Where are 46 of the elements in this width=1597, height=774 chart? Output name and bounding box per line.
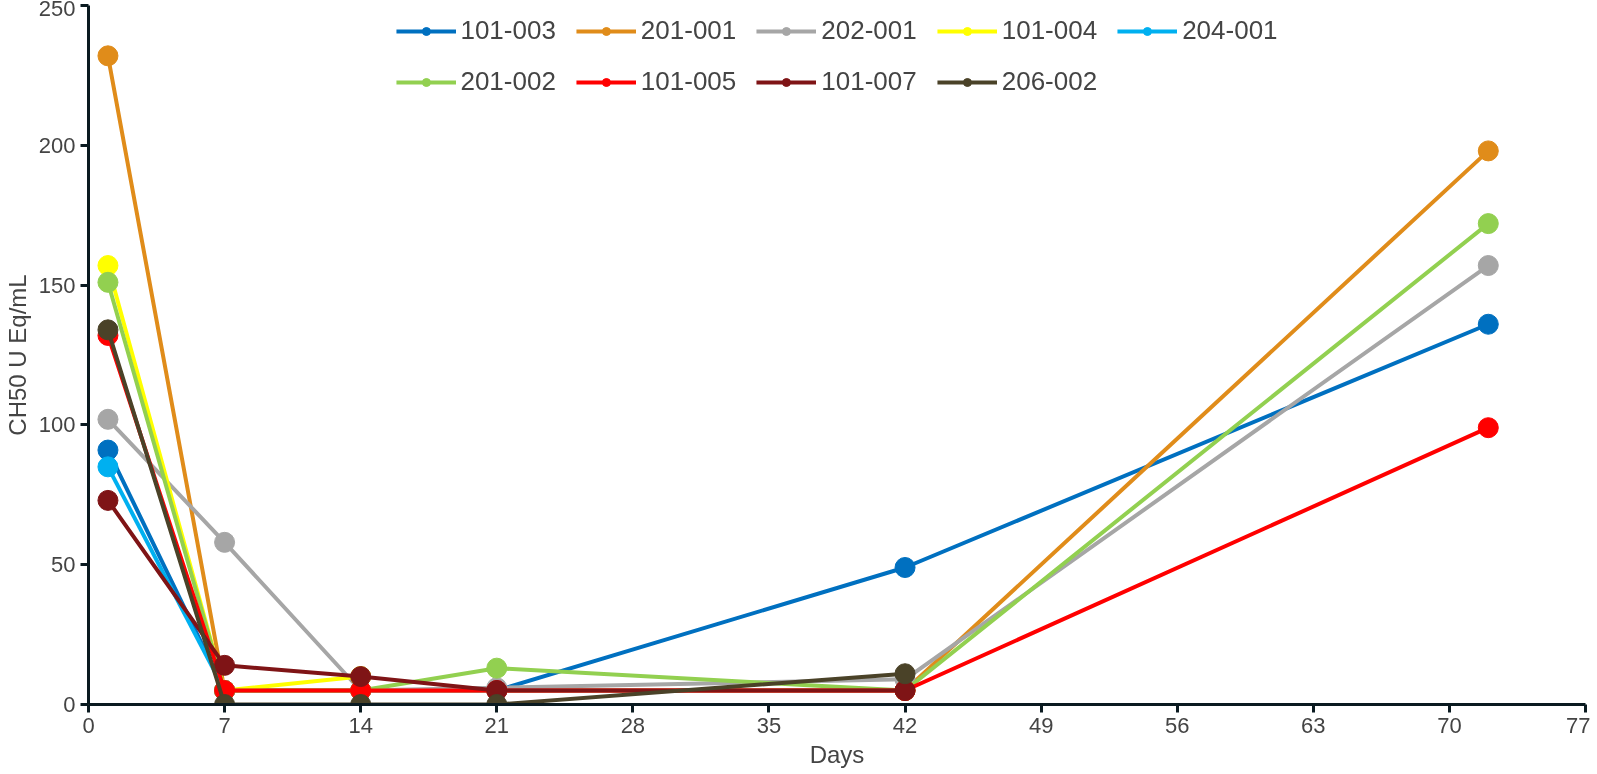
legend-label: 101-007	[821, 66, 917, 97]
x-tick-label: 0	[82, 712, 95, 738]
point	[97, 456, 119, 478]
point	[97, 489, 119, 511]
point	[97, 319, 119, 341]
point	[1477, 213, 1499, 235]
point	[894, 557, 916, 578]
point	[894, 663, 916, 685]
x-tick-label: 70	[1437, 712, 1462, 738]
point	[97, 439, 119, 461]
legend-label: 101-005	[640, 66, 737, 97]
point	[1477, 417, 1499, 439]
y-axis-title: CH50 U Eq/mL	[3, 274, 31, 436]
point	[97, 45, 119, 67]
y-tick-label: 0	[63, 692, 76, 717]
y-tick-label: 250	[38, 0, 76, 21]
legend-label: 201-002	[460, 66, 556, 97]
point	[97, 408, 119, 430]
point	[486, 657, 508, 679]
legend-label: 202-001	[821, 15, 917, 46]
legend-label: 204-001	[1182, 15, 1278, 46]
x-tick-label: 63	[1301, 712, 1326, 738]
y-tick-label: 100	[38, 412, 76, 438]
legend-label: 101-003	[460, 15, 556, 46]
x-tick-label: 49	[1028, 712, 1054, 738]
x-tick-label: 7	[218, 712, 231, 738]
legend-label: 206-002	[1001, 66, 1098, 97]
point	[214, 531, 236, 553]
y-tick-label: 200	[38, 132, 76, 158]
x-tick-label: 77	[1566, 712, 1591, 738]
x-tick-label: 21	[484, 712, 510, 738]
x-axis-title: Days	[809, 740, 865, 768]
point	[1477, 313, 1499, 335]
x-tick-label: 56	[1164, 712, 1190, 738]
point	[97, 271, 119, 293]
x-tick-label: 14	[348, 712, 373, 738]
y-tick-label: 50	[51, 552, 76, 578]
legend-label: 101-004	[1001, 15, 1098, 46]
x-tick-label: 28	[620, 712, 646, 738]
legend-label: 201-001	[640, 15, 737, 46]
x-tick-label: 35	[756, 712, 782, 738]
y-tick-label: 150	[38, 272, 76, 298]
x-tick-label: 42	[892, 712, 918, 738]
point	[214, 654, 236, 676]
point	[1477, 140, 1499, 162]
point	[1477, 255, 1499, 277]
